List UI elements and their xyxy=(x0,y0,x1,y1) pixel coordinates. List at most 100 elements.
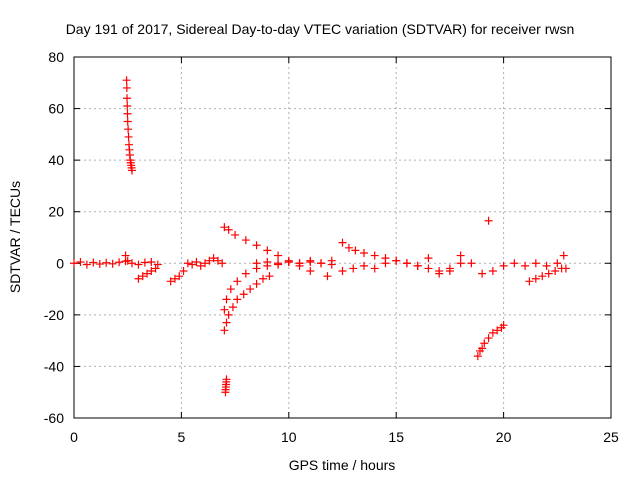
data-point xyxy=(76,257,85,266)
data-point xyxy=(124,125,133,134)
data-point xyxy=(473,352,482,361)
data-point xyxy=(435,269,444,278)
y-tick-label: 80 xyxy=(48,49,64,65)
data-point xyxy=(220,223,229,232)
data-point xyxy=(175,272,184,281)
data-point xyxy=(233,277,242,286)
data-point xyxy=(263,246,272,255)
data-point xyxy=(220,326,229,335)
series-dip-7h xyxy=(221,375,231,397)
data-point xyxy=(538,272,547,281)
x-axis-title: GPS time / hours xyxy=(289,457,396,473)
data-point xyxy=(327,256,336,265)
data-point xyxy=(231,230,240,239)
series-late-descent xyxy=(525,264,570,286)
data-point xyxy=(510,259,519,268)
y-axis-title: SDTVAR / TECUs xyxy=(7,181,23,293)
data-point xyxy=(351,246,360,255)
data-point xyxy=(456,251,465,260)
plot-frame xyxy=(73,56,612,419)
data-point xyxy=(284,257,293,266)
grid xyxy=(74,57,611,418)
data-point xyxy=(239,290,248,299)
data-point xyxy=(480,339,489,348)
data-point xyxy=(370,264,379,273)
data-point xyxy=(561,264,570,273)
data-point xyxy=(424,254,433,263)
data-point xyxy=(123,117,132,126)
data-point xyxy=(224,225,233,234)
data-point xyxy=(95,260,104,269)
data-point xyxy=(525,277,534,286)
data-point xyxy=(551,267,560,276)
x-tick-label: 0 xyxy=(70,429,78,445)
data-point xyxy=(392,256,401,265)
x-tick-label: 10 xyxy=(281,429,297,445)
data-point xyxy=(151,264,160,273)
series-early-small xyxy=(121,251,160,283)
data-point xyxy=(222,295,231,304)
data-point xyxy=(359,248,368,257)
x-tick-label: 15 xyxy=(388,429,404,445)
data-point xyxy=(467,259,476,268)
data-point xyxy=(147,267,156,276)
data-point xyxy=(241,236,250,245)
data-point xyxy=(381,254,390,263)
data-point xyxy=(205,256,214,265)
data-points xyxy=(70,76,570,397)
data-point xyxy=(183,259,192,268)
data-point xyxy=(89,258,98,267)
data-point xyxy=(127,166,136,175)
data-point xyxy=(201,259,210,268)
data-point xyxy=(499,261,508,270)
data-point xyxy=(402,259,411,268)
data-point xyxy=(359,261,368,270)
data-point xyxy=(499,321,508,330)
series-midday xyxy=(252,256,465,281)
data-point xyxy=(143,269,152,278)
x-tick-label: 25 xyxy=(603,429,619,445)
data-point xyxy=(218,259,227,268)
data-point xyxy=(222,375,231,384)
data-point xyxy=(122,83,131,92)
y-tick-label: -40 xyxy=(44,358,64,374)
data-point xyxy=(488,328,497,337)
data-point xyxy=(263,257,272,266)
data-point xyxy=(484,334,493,343)
data-point xyxy=(531,259,540,268)
data-point xyxy=(166,277,175,286)
data-point xyxy=(306,256,315,265)
data-point xyxy=(306,267,315,276)
x-axis: 0 5 10 15 20 25 xyxy=(70,57,619,445)
series-late-spike xyxy=(484,216,493,225)
data-point xyxy=(222,318,231,327)
data-point xyxy=(123,109,132,118)
data-point xyxy=(370,251,379,260)
data-point xyxy=(344,243,353,252)
data-point xyxy=(170,274,179,283)
data-point xyxy=(108,259,117,268)
y-tick-label: 60 xyxy=(48,101,64,117)
data-point xyxy=(124,132,133,141)
data-point xyxy=(123,94,132,103)
data-point xyxy=(484,216,493,225)
x-tick-label: 20 xyxy=(496,429,512,445)
series-mid-morning xyxy=(166,254,227,286)
data-point xyxy=(553,259,562,268)
chart-title: Day 191 of 2017, Sidereal Day-to-day VTE… xyxy=(66,21,575,37)
data-point xyxy=(559,251,568,260)
data-point xyxy=(209,254,218,263)
data-point xyxy=(192,257,201,266)
series-late-cluster xyxy=(424,251,568,278)
series-arc-19h xyxy=(473,321,508,361)
data-point xyxy=(127,259,136,268)
data-point xyxy=(70,259,78,268)
data-point xyxy=(252,279,261,288)
data-point xyxy=(82,260,91,269)
data-point xyxy=(241,269,250,278)
data-point xyxy=(488,267,497,276)
data-point xyxy=(544,269,553,278)
data-point xyxy=(147,257,156,266)
data-point xyxy=(220,305,229,314)
